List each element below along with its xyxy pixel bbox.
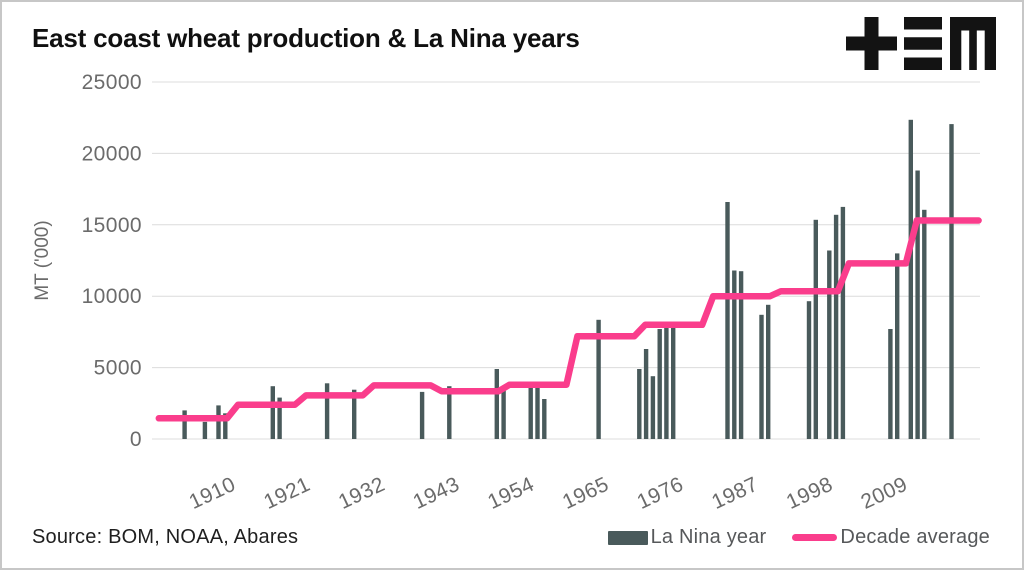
bar-1984 (732, 270, 737, 439)
bar-1964 (596, 319, 601, 439)
y-tick-label-20000: 20000 (82, 142, 142, 165)
bar-1996 (813, 219, 818, 439)
x-tick-label-1921: 1921 (260, 473, 314, 514)
bar-1999 (833, 214, 839, 439)
source-note: Source: BOM, NOAA, Abares (32, 526, 299, 548)
bar-1924 (324, 383, 330, 439)
bar-1985 (738, 271, 744, 439)
bar-1974 (664, 326, 669, 439)
y-tick-label-5000: 5000 (94, 357, 142, 380)
bar-1975 (671, 326, 676, 439)
bar-2000 (840, 206, 846, 439)
bar-1988 (759, 314, 764, 439)
x-tick-label-1943: 1943 (410, 473, 464, 514)
decade-average-swatch-icon (792, 534, 838, 541)
x-tick-label-1976: 1976 (634, 473, 688, 514)
legend-item-decade-average: Decade average (792, 526, 990, 549)
bar-1970 (637, 369, 642, 439)
bar-1908 (216, 405, 221, 439)
bar-1950 (501, 386, 506, 439)
decade-average-line (155, 217, 982, 422)
chart-legend: La Nina year Decade average (607, 526, 990, 549)
bar-2011 (915, 170, 920, 439)
y-axis-title: MT ('000) (32, 220, 53, 300)
x-tick-label-1910: 1910 (186, 473, 240, 514)
plus-icon (846, 17, 897, 70)
bar-1989 (766, 304, 771, 439)
x-tick-label-1998: 1998 (783, 473, 837, 514)
bar-1917 (277, 397, 282, 439)
bar-1998 (827, 250, 832, 439)
bar-1916 (270, 386, 275, 439)
y-tick-label-0: 0 (130, 428, 142, 451)
legend-label-la-nina: La Nina year (650, 526, 767, 548)
bar-2007 (888, 329, 893, 439)
bar-1983 (725, 202, 730, 439)
bar-1906 (202, 421, 208, 439)
bar-1909 (223, 413, 228, 439)
brand-logo (846, 17, 996, 70)
bar-1972 (650, 376, 656, 439)
bar-1956 (542, 399, 547, 439)
bar-1954 (528, 383, 533, 439)
bar-1995 (806, 301, 812, 439)
bar-2008 (895, 253, 900, 439)
bar-1942 (447, 386, 452, 439)
y-tick-label-25000: 25000 (82, 71, 142, 94)
x-tick-label-1965: 1965 (559, 473, 613, 514)
x-tick-label-1954: 1954 (484, 473, 538, 514)
y-tick-label-15000: 15000 (82, 214, 142, 237)
bar-1928 (352, 389, 357, 439)
legend-label-decade-average: Decade average (840, 526, 990, 548)
bar-1938 (419, 391, 425, 439)
bar-1971 (643, 349, 649, 439)
la-nina-swatch-icon (607, 530, 648, 545)
x-tick-label-1932: 1932 (335, 473, 389, 514)
triple-bar-icon (904, 17, 942, 70)
m-icon (950, 17, 996, 70)
bar-1903 (182, 410, 187, 439)
chart-title: East coast wheat production & La Nina ye… (32, 23, 580, 53)
bar-2012 (922, 209, 927, 439)
bar-2016 (949, 124, 954, 439)
legend-item-la-nina: La Nina year (607, 526, 767, 549)
bar-1973 (657, 329, 662, 439)
y-tick-label-10000: 10000 (82, 285, 142, 308)
x-tick-label-1987: 1987 (708, 473, 762, 514)
x-tick-label-2009: 2009 (858, 473, 912, 514)
bar-1955 (535, 384, 540, 439)
bar-1949 (494, 369, 499, 439)
bar-2010 (908, 119, 913, 440)
